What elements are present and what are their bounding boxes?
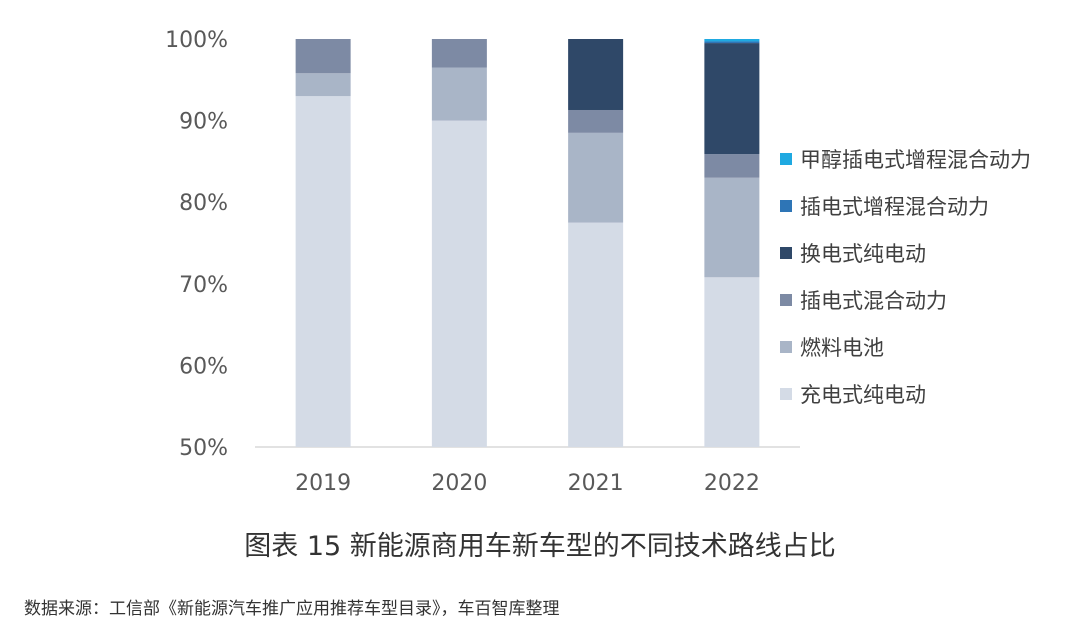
bar-segment (704, 277, 760, 447)
bar-segment (568, 222, 624, 447)
x-tick-label: 2022 (704, 471, 760, 496)
x-tick-label: 2019 (295, 471, 351, 496)
y-tick-label: 90% (179, 110, 228, 135)
bar-segment (704, 39, 760, 42)
bar-segment (431, 39, 487, 68)
legend-item: 燃料电池 (780, 323, 1031, 370)
bar-segment (295, 73, 351, 97)
bar-segment (704, 43, 760, 155)
legend-item: 充电式纯电动 (780, 370, 1031, 417)
legend-item: 换电式纯电动 (780, 229, 1031, 276)
y-tick-label: 70% (179, 273, 228, 298)
legend-swatch (780, 293, 792, 306)
y-tick-label: 50% (179, 436, 228, 461)
stacked-bar-chart: 50% 60% 70% 80% 90% 100% 2019 2020 2021 2022 (165, 28, 800, 496)
bar-segment (704, 41, 760, 44)
legend-swatch (780, 246, 792, 259)
legend-label: 换电式纯电动 (800, 241, 926, 266)
bar-segment (568, 132, 624, 223)
data-source-note: 数据来源：工信部《新能源汽车推广应用推荐车型目录》，车百智库整理 (24, 599, 560, 619)
legend-label: 插电式混合动力 (800, 288, 947, 313)
legend: 甲醇插电式增程混合动力 插电式增程混合动力 换电式纯电动 插电式混合动力 燃料电池充电式… (780, 135, 1031, 417)
legend-swatch (780, 199, 792, 212)
legend-item: 插电式增程混合动力 (780, 182, 1031, 229)
bar-segment (295, 39, 351, 74)
legend-item: 插电式混合动力 (780, 276, 1031, 323)
bar-segment (431, 67, 487, 121)
bar-segment (704, 177, 760, 278)
x-tick-label: 2020 (431, 471, 487, 496)
y-tick-label: 100% (165, 28, 228, 53)
legend-label: 充电式纯电动 (800, 382, 926, 407)
legend-item: 甲醇插电式增程混合动力 (780, 135, 1031, 182)
legend-swatch (780, 387, 792, 400)
legend-label: 插电式增程混合动力 (800, 194, 989, 219)
legend-swatch (780, 340, 792, 353)
y-tick-label: 80% (179, 191, 228, 216)
legend-swatch (780, 152, 792, 165)
figure-caption: 图表 15 新能源商用车新车型的不同技术路线占比 (244, 531, 836, 562)
y-tick-label: 60% (179, 354, 228, 379)
legend-label: 燃料电池 (800, 335, 884, 360)
bar-segment (431, 120, 487, 447)
legend-label: 甲醇插电式增程混合动力 (800, 147, 1031, 172)
bar-segment (704, 154, 760, 178)
bar-segment (568, 39, 624, 110)
bar-segment (295, 96, 351, 448)
bar-segment (568, 109, 624, 133)
x-tick-label: 2021 (568, 471, 624, 496)
